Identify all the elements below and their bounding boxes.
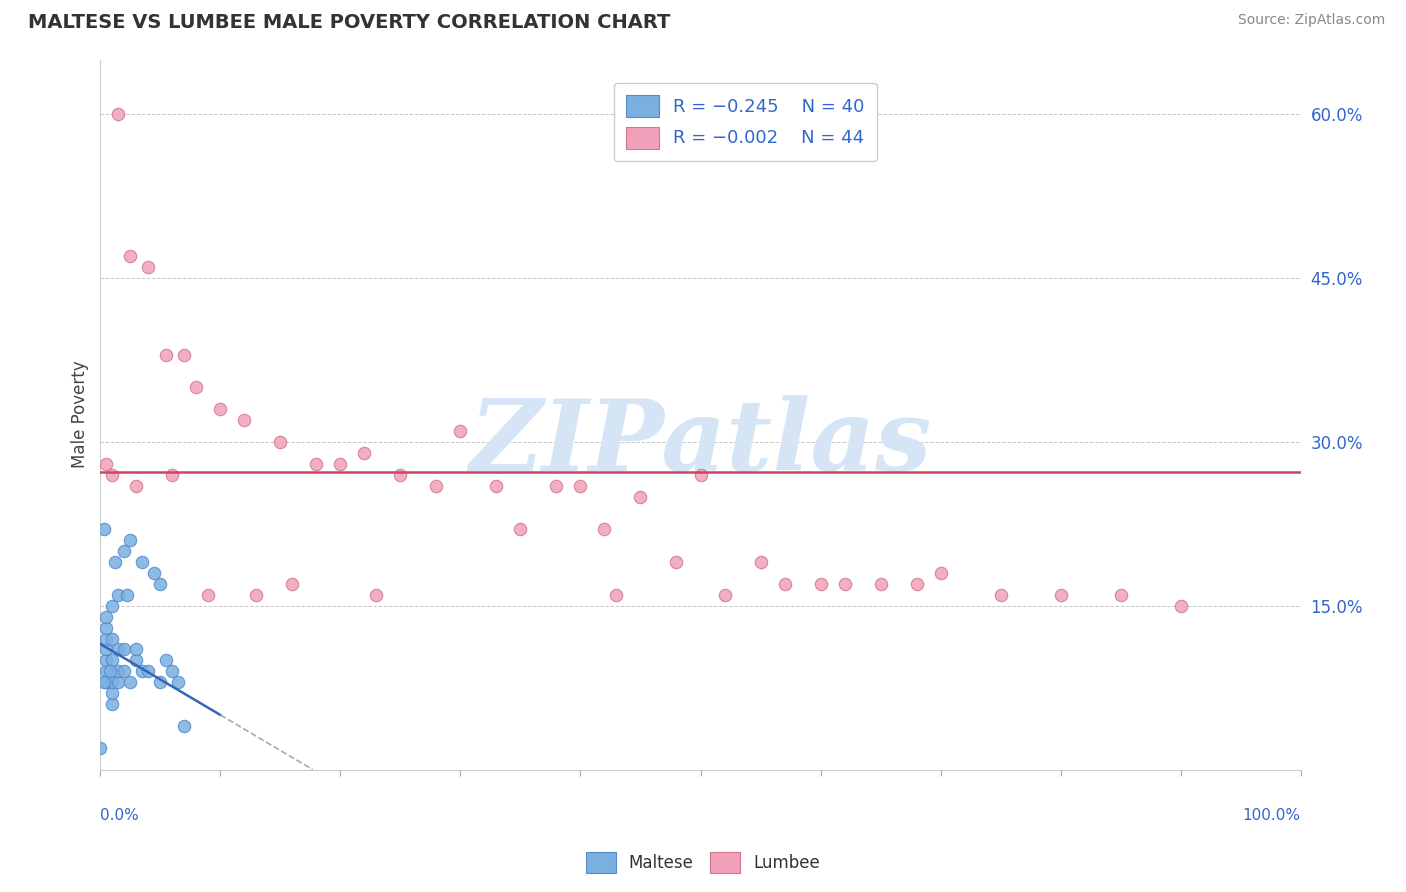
Point — [689, 467, 711, 482]
Point — [96, 675, 118, 690]
Point — [101, 697, 124, 711]
Point — [449, 424, 471, 438]
Text: Source: ZipAtlas.com: Source: ZipAtlas.com — [1237, 13, 1385, 28]
Point — [155, 653, 177, 667]
Point — [107, 588, 129, 602]
Point — [173, 347, 195, 361]
Point — [929, 566, 952, 580]
Point — [713, 588, 735, 602]
Point — [366, 588, 388, 602]
Point — [773, 577, 796, 591]
Point — [167, 675, 190, 690]
Point — [112, 642, 135, 657]
Point — [546, 478, 568, 492]
Point — [485, 478, 508, 492]
Point — [665, 555, 688, 569]
Text: ZIPatlas: ZIPatlas — [470, 395, 932, 491]
Point — [630, 490, 652, 504]
Point — [93, 522, 115, 536]
Point — [305, 457, 328, 471]
Point — [125, 653, 148, 667]
Point — [101, 675, 124, 690]
Point — [138, 665, 160, 679]
Point — [155, 347, 177, 361]
Point — [107, 665, 129, 679]
Point — [149, 675, 172, 690]
Y-axis label: Male Poverty: Male Poverty — [72, 360, 89, 468]
Point — [245, 588, 267, 602]
Point — [329, 457, 352, 471]
Point — [162, 665, 184, 679]
Point — [834, 577, 856, 591]
Point — [353, 446, 375, 460]
Point — [125, 478, 148, 492]
Point — [96, 665, 118, 679]
Point — [869, 577, 891, 591]
Point — [1170, 599, 1192, 613]
Point — [96, 457, 118, 471]
Point — [107, 642, 129, 657]
Point — [107, 107, 129, 121]
Point — [93, 675, 115, 690]
Point — [749, 555, 772, 569]
Point — [389, 467, 412, 482]
Point — [101, 653, 124, 667]
Text: 0.0%: 0.0% — [100, 808, 139, 823]
Point — [509, 522, 531, 536]
Point — [149, 577, 172, 591]
Point — [162, 467, 184, 482]
Point — [209, 402, 232, 417]
Point — [112, 544, 135, 558]
Point — [569, 478, 592, 492]
Text: MALTESE VS LUMBEE MALE POVERTY CORRELATION CHART: MALTESE VS LUMBEE MALE POVERTY CORRELATI… — [28, 13, 671, 32]
Point — [131, 555, 153, 569]
Point — [96, 642, 118, 657]
Point — [173, 719, 195, 733]
Point — [120, 249, 142, 263]
Point — [269, 434, 291, 449]
Point — [131, 665, 153, 679]
Point — [990, 588, 1012, 602]
Point — [138, 260, 160, 274]
Point — [101, 599, 124, 613]
Point — [810, 577, 832, 591]
Point — [101, 467, 124, 482]
Point — [281, 577, 304, 591]
Point — [905, 577, 928, 591]
Point — [96, 621, 118, 635]
Point — [1049, 588, 1071, 602]
Point — [143, 566, 166, 580]
Text: 100.0%: 100.0% — [1243, 808, 1301, 823]
Point — [593, 522, 616, 536]
Point — [125, 642, 148, 657]
Legend: Maltese, Lumbee: Maltese, Lumbee — [579, 846, 827, 880]
Point — [101, 632, 124, 646]
Legend: R = −0.245    N = 40, R = −0.002    N = 44: R = −0.245 N = 40, R = −0.002 N = 44 — [613, 83, 877, 161]
Point — [98, 665, 121, 679]
Point — [233, 413, 256, 427]
Point — [120, 675, 142, 690]
Point — [104, 555, 127, 569]
Point — [425, 478, 447, 492]
Point — [107, 675, 129, 690]
Point — [605, 588, 627, 602]
Point — [89, 740, 111, 755]
Point — [1109, 588, 1132, 602]
Point — [115, 588, 138, 602]
Point — [120, 533, 142, 548]
Point — [96, 609, 118, 624]
Point — [96, 653, 118, 667]
Point — [197, 588, 219, 602]
Point — [112, 665, 135, 679]
Point — [186, 380, 208, 394]
Point — [101, 686, 124, 700]
Point — [96, 632, 118, 646]
